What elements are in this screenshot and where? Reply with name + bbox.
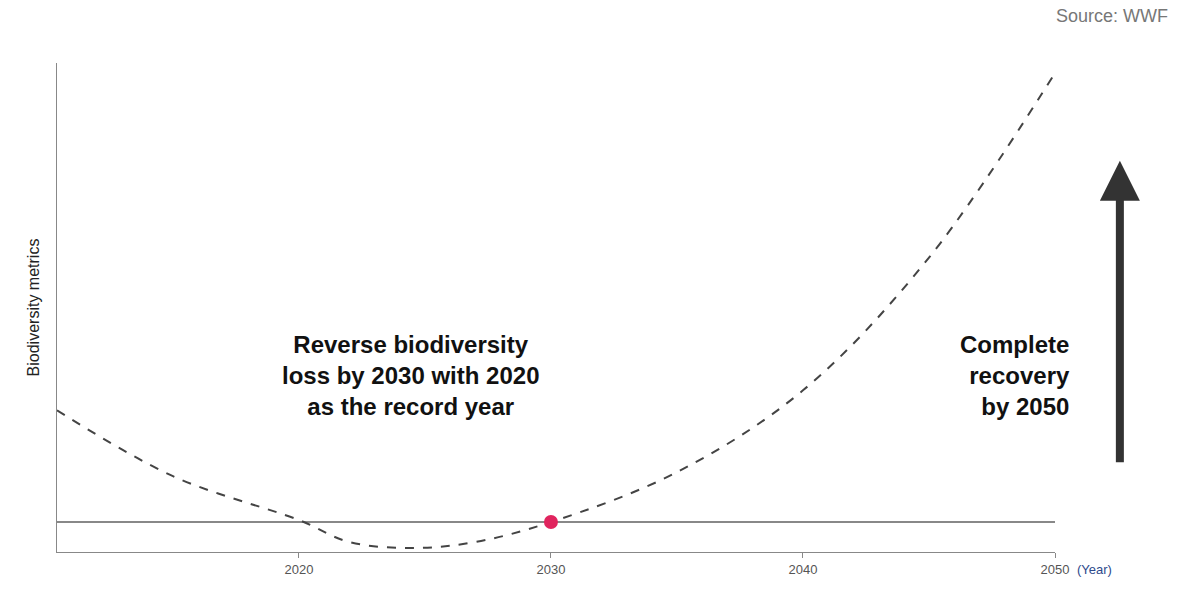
svg-text:Completerecoveryby 2050: Completerecoveryby 2050 — [960, 331, 1070, 420]
svg-text:2040: 2040 — [789, 562, 818, 577]
svg-text:2050: 2050 — [1041, 562, 1070, 577]
svg-text:Source: WWF: Source: WWF — [1056, 6, 1168, 26]
svg-text:2030: 2030 — [536, 562, 565, 577]
svg-text:Reverse biodiversityloss by 20: Reverse biodiversityloss by 2030 with 20… — [282, 331, 539, 420]
svg-text:2020: 2020 — [284, 562, 313, 577]
svg-text:Biodiversity metrics: Biodiversity metrics — [25, 239, 42, 377]
svg-text:(Year): (Year) — [1077, 562, 1112, 577]
